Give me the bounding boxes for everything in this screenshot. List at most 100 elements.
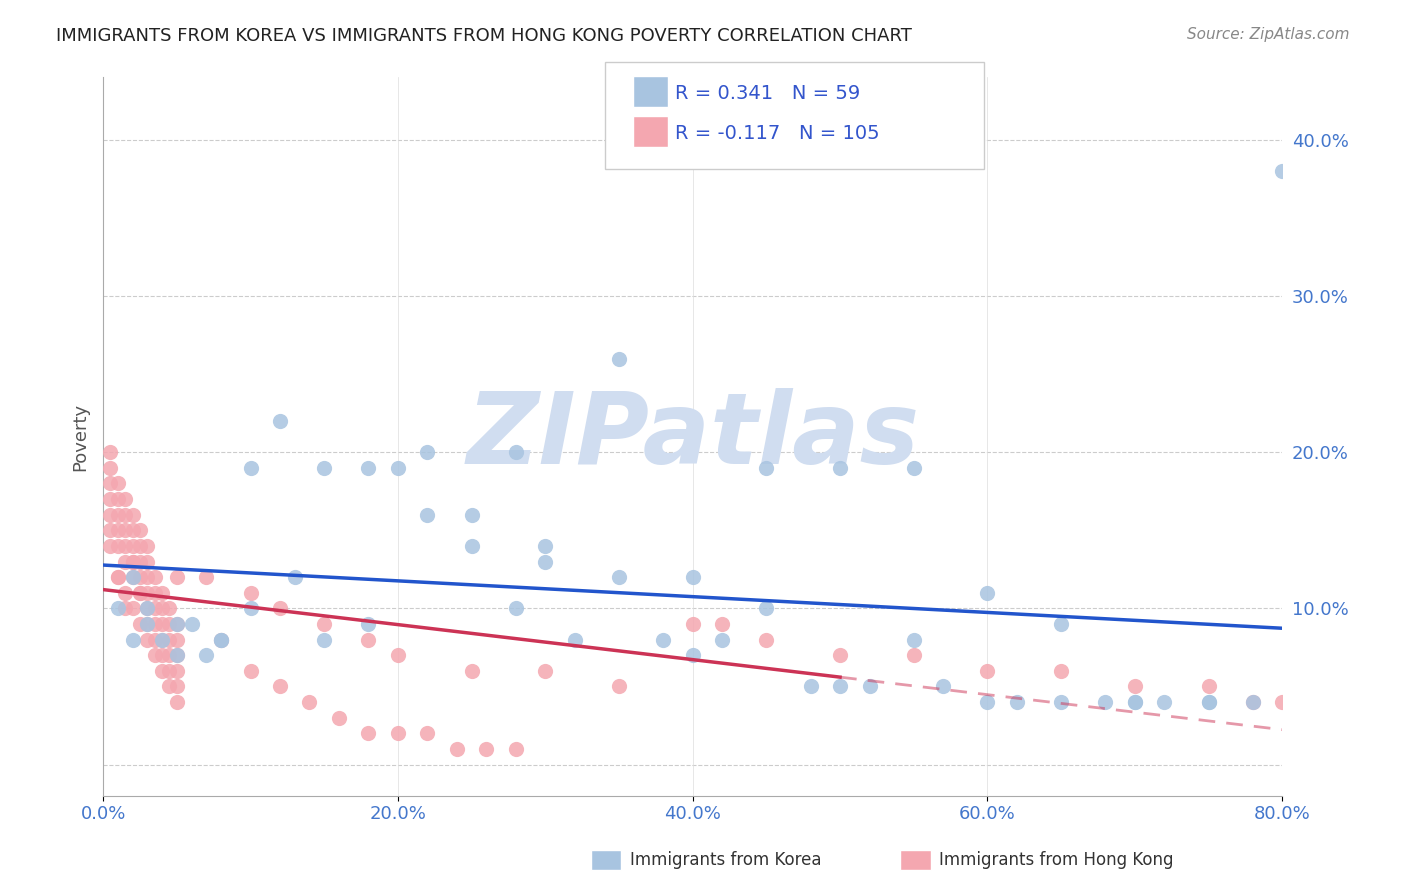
Text: ZIPatlas: ZIPatlas <box>467 388 920 485</box>
Point <box>166 664 188 678</box>
Point <box>114 523 136 537</box>
Point <box>150 617 173 632</box>
Point <box>166 570 188 584</box>
Point <box>1241 695 1264 709</box>
Point <box>166 695 188 709</box>
Point <box>100 476 122 491</box>
Point <box>328 711 350 725</box>
Point <box>1005 695 1028 709</box>
Point <box>166 648 188 663</box>
Point <box>755 632 778 647</box>
Point <box>159 648 181 663</box>
Point <box>143 570 166 584</box>
Point <box>1241 695 1264 709</box>
Text: R = -0.117   N = 105: R = -0.117 N = 105 <box>675 124 880 144</box>
Point <box>159 664 181 678</box>
Text: R = 0.341   N = 59: R = 0.341 N = 59 <box>675 84 860 103</box>
Point <box>121 555 143 569</box>
Point <box>711 617 734 632</box>
Point <box>357 632 380 647</box>
Point <box>1153 695 1175 709</box>
Point <box>446 742 468 756</box>
Point <box>129 570 152 584</box>
Point <box>903 460 925 475</box>
Point <box>166 632 188 647</box>
Point <box>209 632 232 647</box>
Point <box>150 648 173 663</box>
Point <box>159 680 181 694</box>
Point <box>150 601 173 615</box>
Point <box>107 523 129 537</box>
Point <box>269 601 291 615</box>
Text: Immigrants from Korea: Immigrants from Korea <box>630 851 821 869</box>
Point <box>682 617 704 632</box>
Point <box>121 539 143 553</box>
Point <box>607 570 630 584</box>
Y-axis label: Poverty: Poverty <box>72 402 89 471</box>
Point <box>150 632 173 647</box>
Point <box>129 523 152 537</box>
Point <box>828 648 851 663</box>
Point <box>1123 695 1146 709</box>
Point <box>195 570 218 584</box>
Point <box>239 601 262 615</box>
Point <box>239 460 262 475</box>
Point <box>357 460 380 475</box>
Point <box>100 539 122 553</box>
Point <box>1198 695 1220 709</box>
Point <box>460 664 482 678</box>
Point <box>314 460 336 475</box>
Point <box>903 632 925 647</box>
Text: IMMIGRANTS FROM KOREA VS IMMIGRANTS FROM HONG KONG POVERTY CORRELATION CHART: IMMIGRANTS FROM KOREA VS IMMIGRANTS FROM… <box>56 27 912 45</box>
Point <box>143 648 166 663</box>
Point <box>159 601 181 615</box>
Point <box>100 460 122 475</box>
Point <box>682 570 704 584</box>
Point <box>136 601 159 615</box>
Point <box>976 586 998 600</box>
Point <box>143 601 166 615</box>
Point <box>416 445 439 459</box>
Point <box>1094 695 1116 709</box>
Point <box>314 617 336 632</box>
Point <box>180 617 202 632</box>
Point <box>107 491 129 506</box>
Point <box>166 648 188 663</box>
Point <box>114 491 136 506</box>
Point <box>150 632 173 647</box>
Point <box>505 601 527 615</box>
Point <box>100 523 122 537</box>
Point <box>114 601 136 615</box>
Point <box>136 632 159 647</box>
Point <box>1050 617 1073 632</box>
Point <box>150 586 173 600</box>
Point <box>150 664 173 678</box>
Point <box>475 742 498 756</box>
Point <box>269 414 291 428</box>
Point <box>534 539 557 553</box>
Point <box>976 695 998 709</box>
Point <box>1389 726 1406 740</box>
Point <box>416 726 439 740</box>
Point <box>100 508 122 522</box>
Point <box>239 664 262 678</box>
Point <box>114 508 136 522</box>
Point <box>460 508 482 522</box>
Point <box>121 523 143 537</box>
Point <box>209 632 232 647</box>
Point <box>682 648 704 663</box>
Point <box>143 586 166 600</box>
Point <box>195 648 218 663</box>
Point <box>129 539 152 553</box>
Text: Source: ZipAtlas.com: Source: ZipAtlas.com <box>1187 27 1350 42</box>
Point <box>755 460 778 475</box>
Point <box>121 632 143 647</box>
Point <box>387 648 409 663</box>
Text: Immigrants from Hong Kong: Immigrants from Hong Kong <box>939 851 1174 869</box>
Point <box>1271 695 1294 709</box>
Point <box>607 351 630 366</box>
Point <box>121 601 143 615</box>
Point <box>100 491 122 506</box>
Point <box>800 680 823 694</box>
Point <box>387 460 409 475</box>
